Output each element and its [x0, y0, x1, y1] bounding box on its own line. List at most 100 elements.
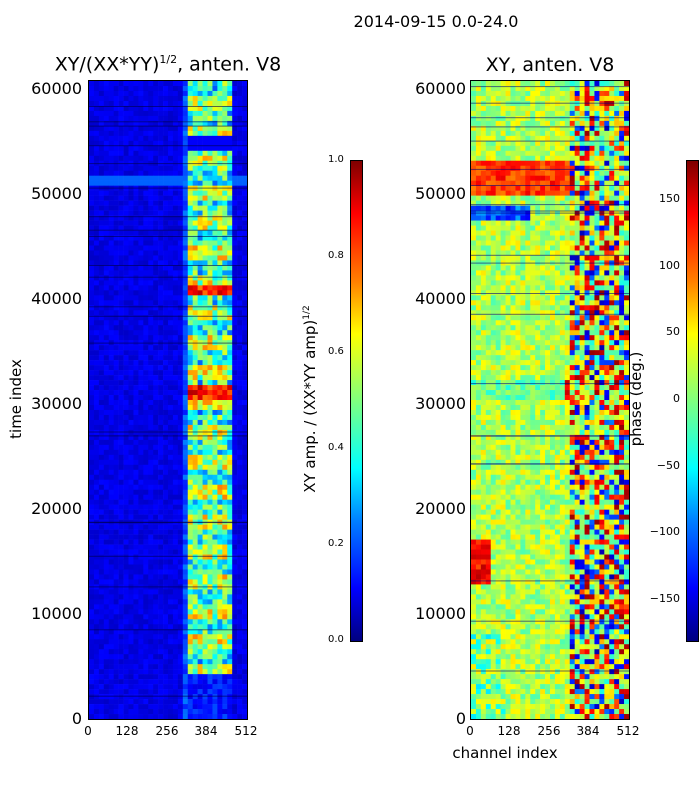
amp-cell	[207, 270, 213, 276]
amp-cell	[172, 285, 179, 291]
amp-cell	[177, 290, 184, 296]
amp-cell	[177, 200, 184, 206]
amp-cell	[212, 370, 218, 376]
amp-cell	[222, 220, 228, 226]
phase-cell	[589, 205, 595, 211]
amp-cell	[98, 419, 105, 426]
amp-cell	[242, 704, 247, 710]
amp-cell	[133, 270, 139, 276]
amp-cell	[143, 504, 149, 510]
amp-cell	[108, 170, 114, 176]
amp-cell	[98, 265, 105, 271]
amp-cell	[148, 170, 154, 176]
amp-cell	[237, 90, 243, 97]
phase-cell	[505, 170, 511, 176]
amp-cell	[182, 429, 189, 436]
amp-cell	[172, 250, 179, 256]
amp-cell	[182, 295, 189, 301]
amp-cell	[182, 265, 189, 271]
amp-cell	[197, 679, 203, 685]
amp-cell	[182, 434, 189, 441]
amp-cell	[182, 125, 189, 132]
phase-cell	[594, 105, 600, 112]
phase-cell	[515, 120, 521, 127]
amp-cell	[163, 714, 169, 719]
amp-cell	[237, 529, 243, 535]
phase-cell	[564, 155, 571, 162]
amp-cell	[182, 270, 189, 276]
amp-cell	[153, 404, 159, 411]
amp-cell	[143, 90, 149, 97]
amp-cell	[148, 559, 154, 565]
amp-cell	[118, 589, 124, 595]
phase-cell	[624, 195, 629, 201]
phase-cell	[619, 105, 625, 112]
amp-cell	[237, 110, 243, 117]
amp-cell	[123, 679, 129, 685]
amp-cell	[163, 355, 169, 361]
amp-cell	[133, 449, 139, 456]
phase-cell	[550, 115, 556, 122]
amp-cell	[128, 684, 134, 690]
amp-cell	[182, 155, 189, 162]
phase-cell	[564, 200, 571, 206]
amp-cell	[227, 115, 233, 122]
amp-cell	[232, 714, 238, 719]
amp-cell	[123, 694, 129, 700]
phase-cell	[535, 140, 541, 147]
amp-cell	[123, 215, 129, 221]
amp-cell	[177, 674, 184, 680]
amp-cell	[123, 529, 129, 535]
amp-cell	[113, 554, 119, 560]
phase-cell	[495, 170, 501, 176]
amp-cell	[202, 135, 208, 142]
amp-cell	[168, 524, 174, 530]
amp-cell	[222, 534, 228, 540]
amp-cell	[192, 674, 198, 680]
amp-cell	[237, 370, 243, 376]
amp-cell	[187, 275, 193, 281]
amp-cell	[222, 404, 228, 411]
amp-cell	[103, 245, 110, 251]
amp-cell	[108, 489, 114, 495]
amp-cell	[148, 105, 154, 112]
phase-cell	[569, 125, 575, 132]
amp-cell	[217, 639, 223, 645]
amp-cell	[192, 439, 198, 446]
amp-cell	[89, 265, 95, 271]
amp-cell	[128, 170, 134, 176]
amp-cell	[237, 404, 243, 411]
phase-cell	[495, 125, 501, 132]
amp-cell	[232, 81, 238, 87]
phase-cell	[530, 130, 536, 137]
amp-cell	[113, 404, 119, 411]
amp-cell	[237, 424, 243, 431]
amp-cell	[118, 634, 124, 640]
amp-cell	[118, 624, 124, 630]
amp-cell	[172, 345, 179, 351]
amp-cell	[172, 100, 179, 107]
amp-streak	[89, 342, 247, 344]
amp-cell	[98, 529, 105, 535]
amp-cell	[207, 240, 213, 246]
amp-cell	[242, 664, 247, 670]
amp-cell	[163, 205, 169, 211]
amp-cell	[212, 589, 218, 595]
amp-cell	[227, 210, 233, 216]
amp-cell	[89, 429, 95, 436]
amp-cell	[227, 295, 233, 301]
amp-cell	[212, 81, 218, 87]
amp-cell	[242, 255, 247, 261]
amp-cell	[103, 714, 110, 719]
phase-cell	[599, 170, 605, 176]
phase-cell	[564, 90, 571, 97]
amp-cell	[207, 370, 213, 376]
amp-cell	[153, 504, 159, 510]
amp-cell	[98, 95, 105, 102]
amp-cell	[118, 484, 124, 491]
amp-cell	[118, 215, 124, 221]
amp-cell	[148, 150, 154, 157]
amp-cell	[163, 604, 169, 610]
amp-cell	[143, 629, 149, 635]
amp-cell	[163, 464, 169, 471]
